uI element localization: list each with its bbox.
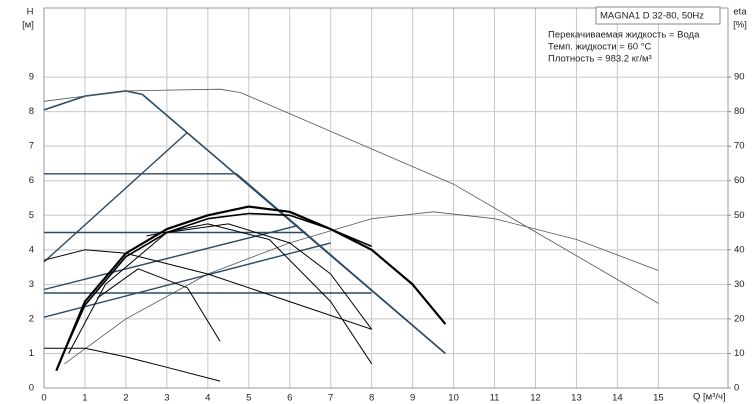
plot-frame <box>43 7 729 389</box>
curve <box>43 131 188 263</box>
x-tick-label: 5 <box>246 393 251 404</box>
curve <box>55 205 447 372</box>
y-tick-label: 0 <box>29 383 34 394</box>
x-tick-label: 3 <box>164 393 169 404</box>
curve <box>43 242 331 318</box>
y-tick-label: 2 <box>29 313 34 324</box>
curve <box>146 223 373 365</box>
x-tick-label: 12 <box>530 393 541 404</box>
title-box <box>595 6 721 25</box>
note: Перекачиваемая жидкость = Вода <box>548 30 700 41</box>
curve <box>68 223 373 354</box>
y2-tick-label: 50 <box>734 210 745 221</box>
x-tick-label: 2 <box>123 393 128 404</box>
y-tick-label: 3 <box>29 279 34 290</box>
curve <box>59 212 373 361</box>
y2-tick-label: 60 <box>734 175 745 186</box>
y-tick-label: 7 <box>29 141 34 152</box>
y-tick-label: 4 <box>29 244 34 255</box>
y-tick-label: 5 <box>29 210 34 221</box>
y2-tick-label: 40 <box>734 244 745 255</box>
x-tick-label: 11 <box>490 393 500 404</box>
x-tick-label: 13 <box>571 393 582 404</box>
note: Темп. жидкости = 60 °C <box>548 42 651 53</box>
curve <box>43 88 659 304</box>
y-tick-label: 1 <box>29 348 34 359</box>
curve <box>43 90 446 355</box>
y2-tick-label: 70 <box>734 141 745 152</box>
x-tick-label: 7 <box>328 393 333 404</box>
y2-tick-label: 0 <box>734 383 739 394</box>
curve <box>64 211 659 365</box>
x-tick-label: 15 <box>653 393 664 404</box>
curve <box>44 173 446 355</box>
y2-tick-label: 20 <box>734 313 745 324</box>
curve <box>43 249 372 330</box>
curve <box>43 224 299 291</box>
y-tick-label: 6 <box>29 175 34 186</box>
curve <box>96 268 221 342</box>
y-label: H <box>27 7 34 18</box>
x-tick-label: 9 <box>410 393 415 404</box>
y2-tick-label: 30 <box>734 279 745 290</box>
y2-tick-label: 80 <box>734 106 745 117</box>
x-tick-label: 0 <box>41 393 46 404</box>
y2-tick-label: 10 <box>734 348 745 359</box>
x-tick-label: 8 <box>369 393 374 404</box>
y-tick-label: 9 <box>29 72 34 83</box>
y-tick-label: 8 <box>29 106 34 117</box>
x-tick-label: 4 <box>205 393 210 404</box>
x-tick-label: 1 <box>82 393 87 404</box>
y2-tick-label: 90 <box>734 72 745 83</box>
note: Плотность = 983.2 кг/м³ <box>548 54 652 65</box>
x-tick-label: 10 <box>448 393 459 404</box>
x-tick-label: 14 <box>612 393 623 404</box>
chart-title: MAGNA1 D 32-80, 50Hz <box>600 11 704 22</box>
y2-label: eta <box>733 7 747 18</box>
x-label: Q [м³/ч] <box>693 392 726 403</box>
x-tick-label: 6 <box>287 393 292 404</box>
y2-unit: [%] <box>733 20 747 31</box>
curve <box>44 347 221 382</box>
y-unit: [м] <box>22 20 34 31</box>
